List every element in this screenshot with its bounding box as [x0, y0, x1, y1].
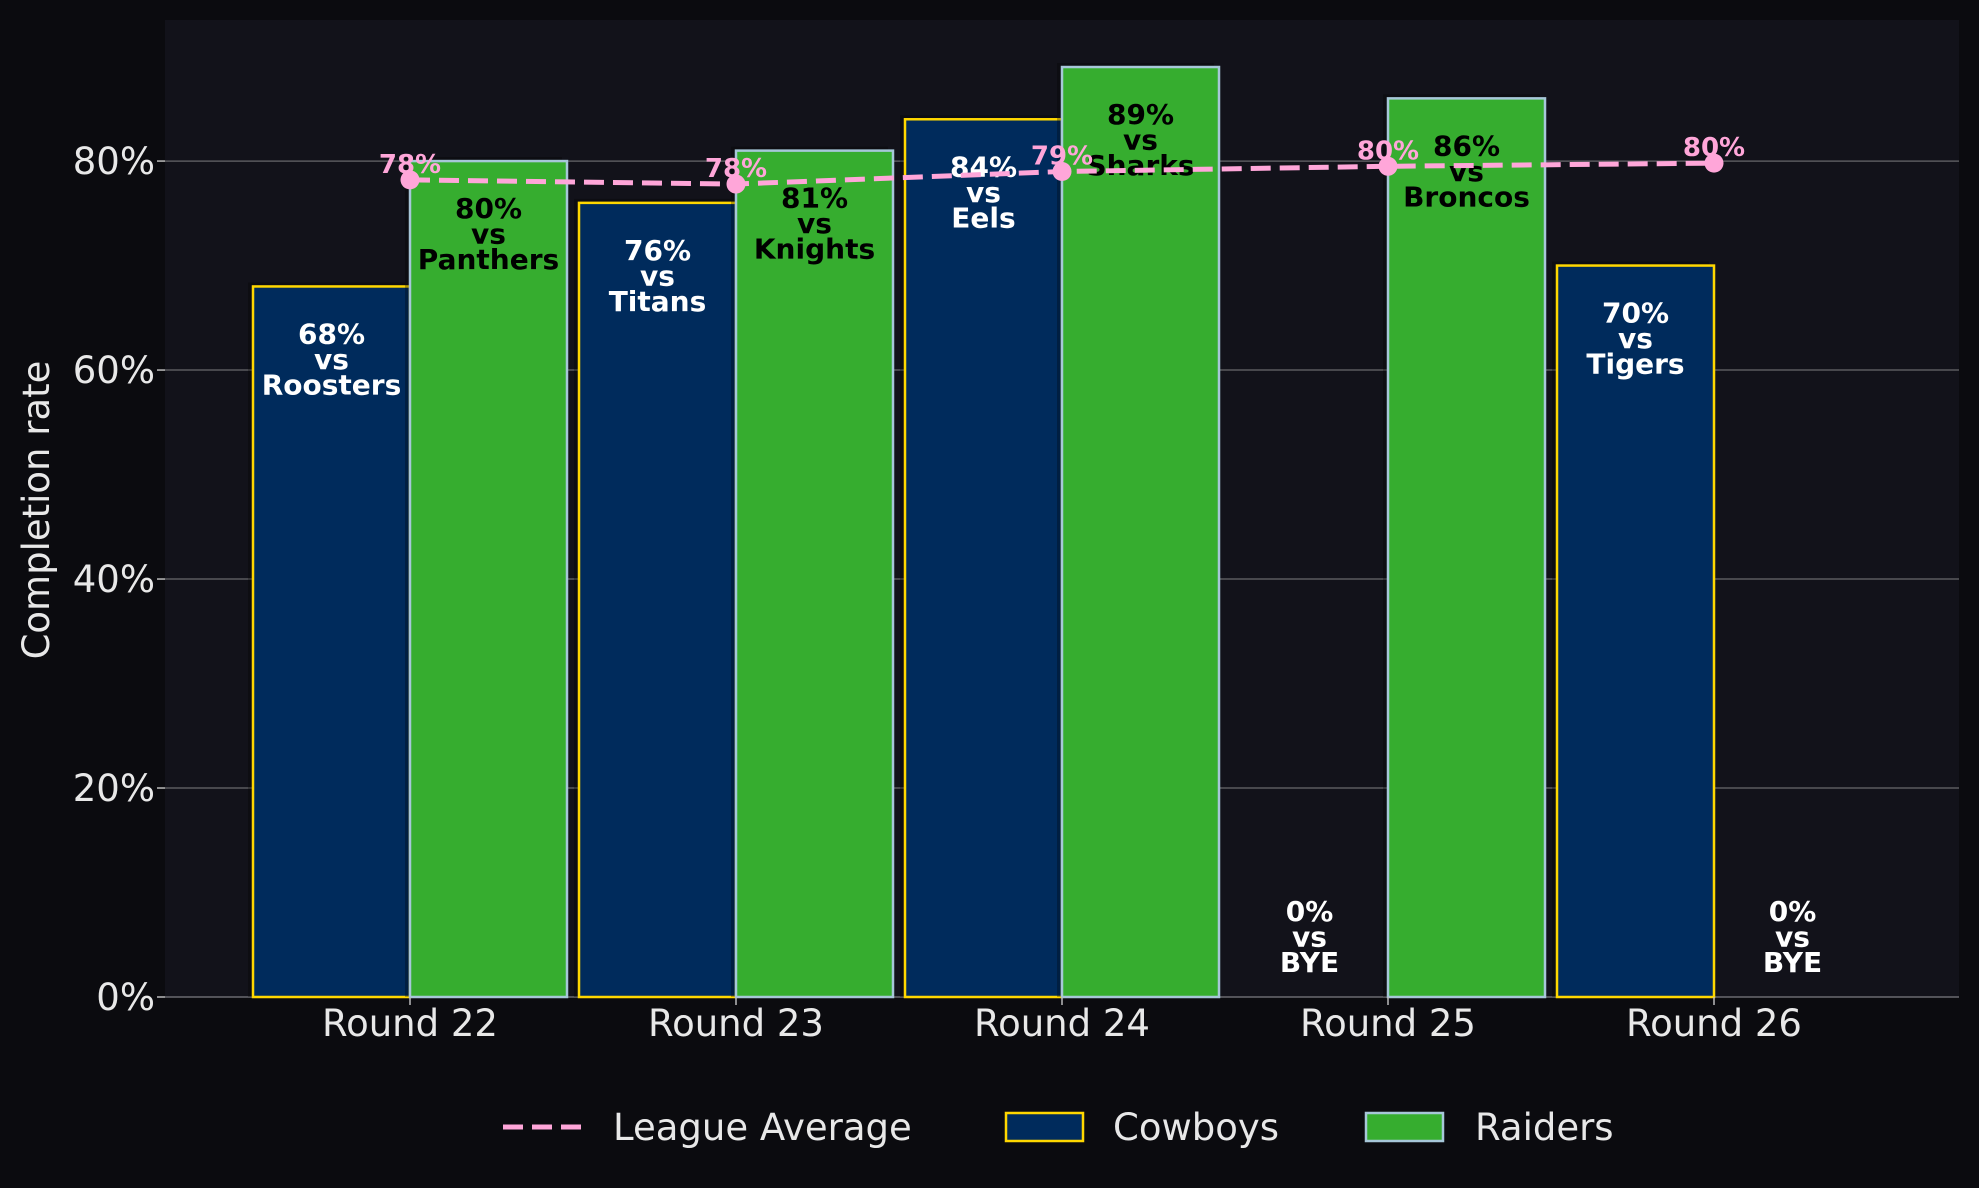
bar-label-cowboys-round-26-line-2: vs: [1618, 322, 1653, 355]
bar-label-raiders-round-26-line-2: vs: [1775, 921, 1810, 954]
legend-swatch-raiders: [1364, 1111, 1445, 1143]
bar-label-raiders-round-25-line-1: 86%: [1433, 129, 1500, 162]
league-average-label-round-22: 78%: [379, 150, 441, 180]
axes: 0% 20% 40% 60% 80% Round 22 Round 23 Round 24 Ro…: [15, 140, 1802, 1045]
x-tick-label-round-25: Round 25: [1300, 1002, 1476, 1045]
bar-label-raiders-round-25-line-3: Broncos: [1403, 180, 1530, 213]
bar-label-raiders-round-24-line-1: 89%: [1107, 98, 1174, 131]
bar-cowboys-round-23: [577, 201, 738, 999]
x-tick-label-round-24: Round 24: [974, 1002, 1150, 1045]
bar-label-raiders-round-22-line-1: 80%: [455, 192, 522, 225]
bar-label-cowboys-round-24-line-3: Eels: [951, 201, 1015, 234]
x-tick-label-round-22: Round 22: [322, 1002, 498, 1045]
legend-swatch-cowboys: [1004, 1111, 1085, 1143]
y-tick-label-80: 80%: [73, 140, 155, 183]
bar-label-raiders-round-24-line-2: vs: [1123, 124, 1158, 157]
legend: League Average Cowboys Raiders: [503, 1106, 1614, 1149]
y-tick-label-40: 40%: [73, 558, 155, 601]
league-average-point-round-26: [1704, 153, 1724, 173]
league-average-point-round-23: [726, 174, 746, 194]
bar-label-cowboys-round-23-line-3: Titans: [609, 285, 707, 318]
bar-label-cowboys-round-23-line-2: vs: [640, 259, 675, 292]
legend-label-league-average: League Average: [613, 1106, 912, 1149]
bar-label-cowboys-round-22-line-3: Roosters: [262, 368, 402, 401]
bar-label-raiders-round-25-line-2: vs: [1449, 155, 1484, 188]
league-average-line: 78% 78% 79% 80% 80%: [379, 133, 1745, 194]
bar-label-raiders-round-24-line-3: Sharks: [1086, 149, 1194, 182]
bar-label-cowboys-round-25-line-2: vs: [1292, 921, 1327, 954]
bar-label-cowboys-round-22-line-1: 68%: [298, 317, 365, 350]
bar-label-cowboys-round-23-line-1: 76%: [624, 234, 691, 267]
bar-label-raiders-round-23-line-2: vs: [797, 207, 832, 240]
bar-label-cowboys-round-26-line-1: 70%: [1602, 297, 1669, 330]
league-average-point-round-25: [1378, 156, 1398, 176]
league-average-label-round-25: 80%: [1357, 136, 1419, 166]
league-average-point-round-22: [400, 170, 420, 190]
y-tick-label-60: 60%: [73, 349, 155, 392]
bar-label-raiders-round-23-line-1: 81%: [781, 182, 848, 215]
bar-label-cowboys-round-26-line-3: Tigers: [1586, 348, 1684, 381]
league-average-label-round-24: 79%: [1031, 142, 1093, 172]
bar-label-raiders-round-23-line-3: Knights: [754, 233, 875, 266]
bar-label-cowboys-round-25-line-3: BYE: [1280, 946, 1339, 979]
bar-raiders-round-24: [1060, 65, 1221, 999]
bar-label-raiders-round-22-line-3: Panthers: [418, 243, 559, 276]
league-average-label-round-23: 78%: [705, 154, 767, 184]
y-tick-label-0: 0%: [96, 976, 155, 1019]
bar-label-cowboys-round-25-line-1: 0%: [1286, 895, 1334, 928]
bar-raiders-round-22: [408, 159, 569, 999]
bar-label-raiders-round-26-line-3: BYE: [1763, 946, 1822, 979]
bar-cowboys-round-26: [1555, 264, 1716, 999]
bar-cowboys-round-24: [903, 118, 1064, 999]
bar-raiders-round-25: [1386, 97, 1547, 999]
league-average-point-round-24: [1052, 162, 1072, 182]
bar-label-raiders-round-26-line-1: 0%: [1769, 895, 1817, 928]
x-tick-label-round-26: Round 26: [1626, 1002, 1802, 1045]
league-average-label-round-26: 80%: [1683, 133, 1745, 163]
y-axis-title: Completion rate: [15, 361, 58, 660]
bar-label-raiders-round-22-line-2: vs: [471, 218, 506, 251]
bar-label-cowboys-round-22-line-2: vs: [314, 343, 349, 376]
bar-label-cowboys-round-24-line-2: vs: [966, 176, 1001, 209]
bar-raiders-round-23: [734, 149, 895, 999]
y-tick-label-20: 20%: [73, 767, 155, 810]
x-tick-label-round-23: Round 23: [648, 1002, 824, 1045]
legend-label-cowboys: Cowboys: [1113, 1106, 1279, 1149]
legend-label-raiders: Raiders: [1475, 1106, 1614, 1149]
bars: [248, 63, 1716, 999]
